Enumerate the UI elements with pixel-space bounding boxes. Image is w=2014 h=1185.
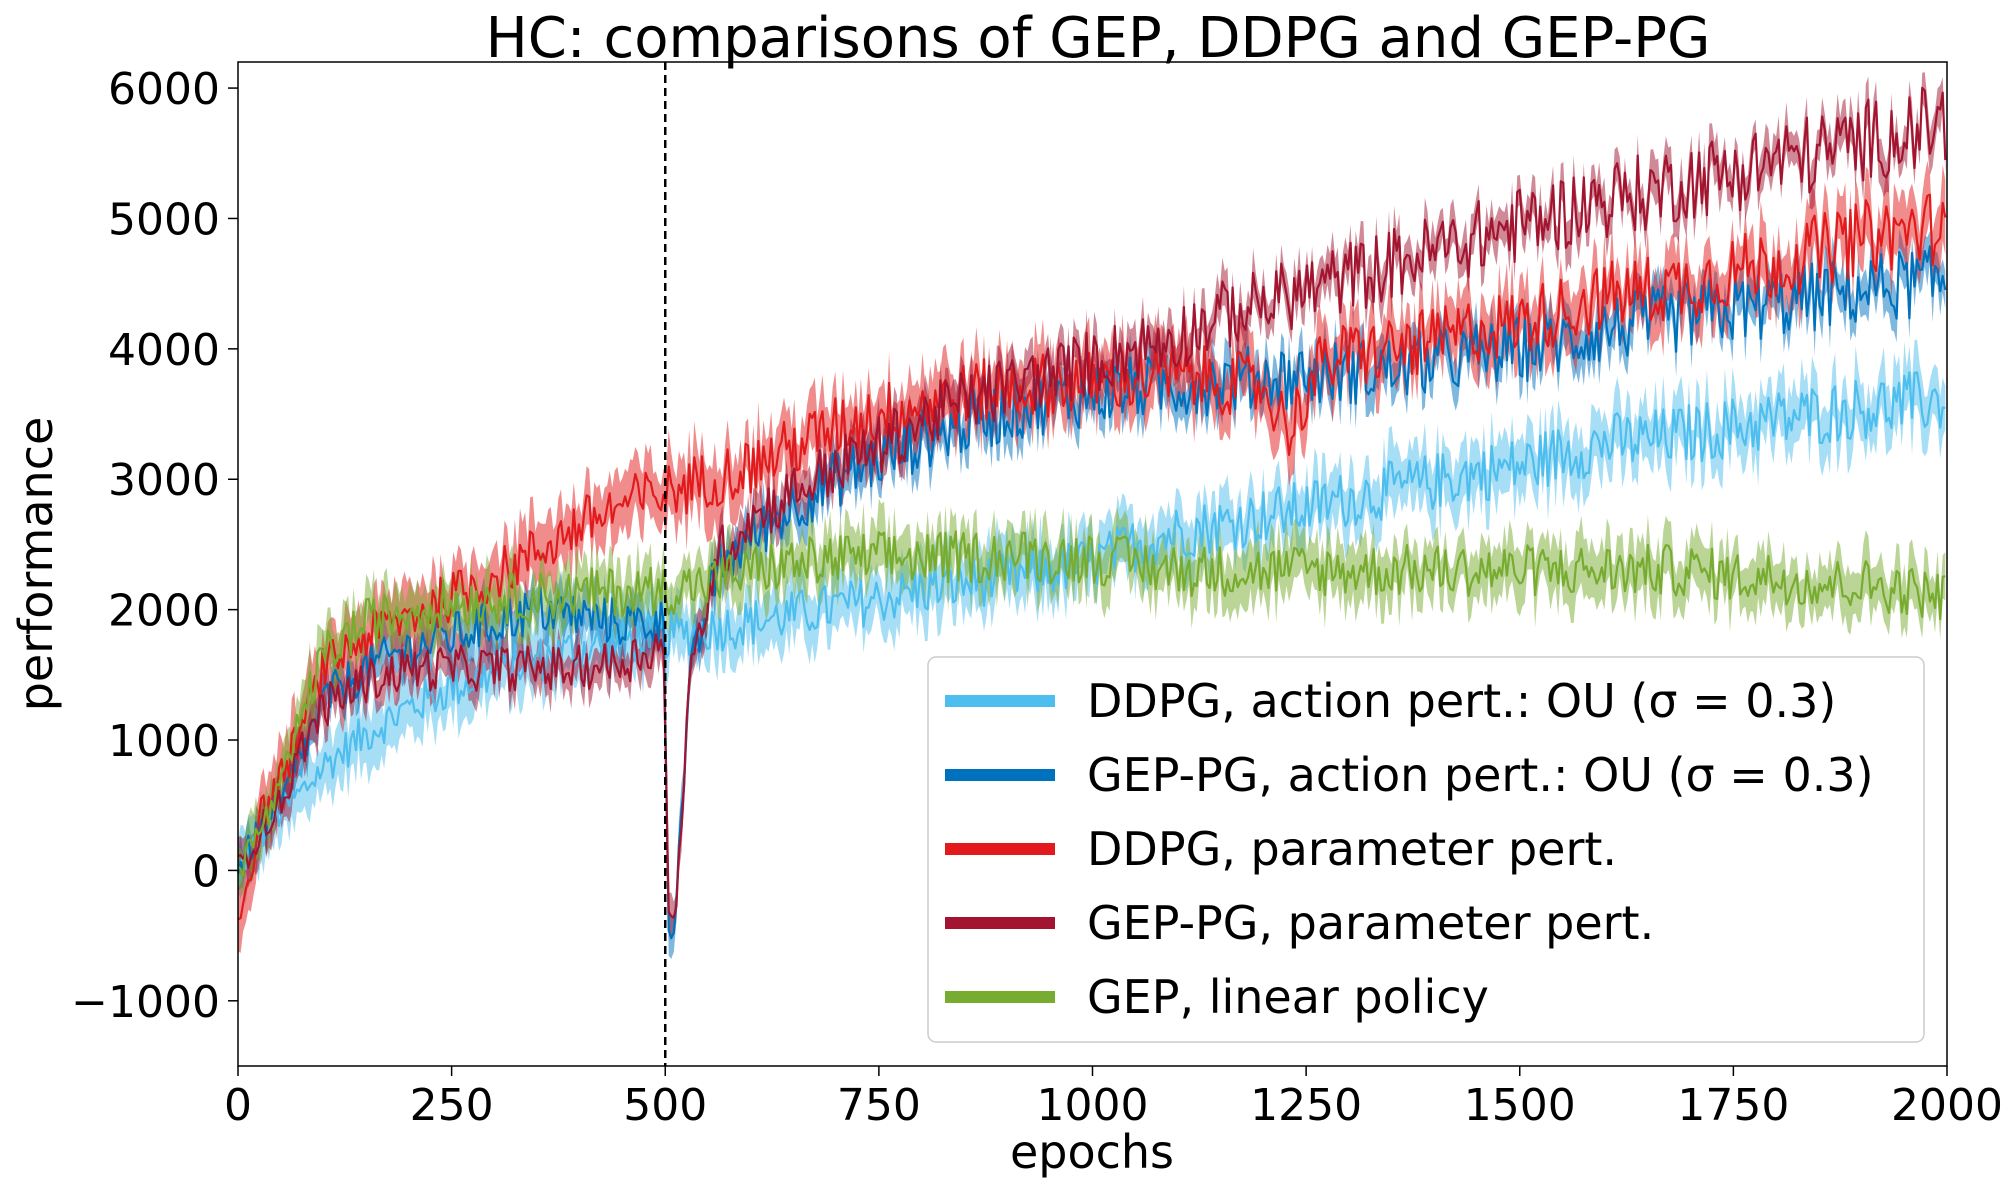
y-tick-label: 4000 (108, 325, 220, 376)
x-tick-label: 1000 (1037, 1080, 1149, 1131)
series-line-3 (237, 86, 1947, 919)
y-tick-label: 6000 (108, 64, 220, 115)
x-tick-label: 500 (623, 1080, 707, 1131)
legend-label: DDPG, parameter pert. (1087, 822, 1617, 876)
y-axis-title: performance (9, 417, 63, 712)
y-tick-label: 3000 (108, 455, 220, 506)
x-tick-label: 2000 (1891, 1080, 2003, 1131)
legend-label: GEP-PG, parameter pert. (1087, 896, 1654, 950)
series-line-4 (237, 530, 1946, 877)
legend-label: GEP-PG, action pert.: OU (σ = 0.3) (1087, 748, 1874, 802)
x-axis-title: epochs (1010, 1125, 1174, 1179)
x-tick-label: 1500 (1464, 1080, 1576, 1131)
y-axis-ticks: −1000 0 1000 2000 3000 4000 5000 6000 (71, 64, 238, 1028)
x-tick-label: 1750 (1677, 1080, 1789, 1131)
x-tick-label: 250 (410, 1080, 494, 1131)
y-tick-label: 5000 (108, 194, 220, 245)
series-band-0 (238, 339, 1946, 905)
x-tick-label: 0 (224, 1080, 252, 1131)
y-tick-label: −1000 (71, 977, 220, 1028)
legend-label: GEP, linear policy (1087, 970, 1489, 1024)
legend-entries: DDPG, action pert.: OU (σ = 0.3) GEP-PG, … (945, 674, 1874, 1024)
x-tick-label: 1250 (1250, 1080, 1362, 1131)
legend-box (927, 656, 1925, 1043)
legend-label: DDPG, action pert.: OU (σ = 0.3) (1087, 674, 1836, 728)
series-line-2 (237, 193, 1947, 921)
x-axis-ticks: 0 250 500 750 1000 1250 1500 1750 2000 (224, 1066, 2003, 1131)
y-tick-label: 0 (192, 846, 220, 897)
legend: DDPG, action pert.: OU (σ = 0.3) GEP-PG, … (927, 656, 1925, 1043)
chart-title: HC: comparisons of GEP, DDPG and GEP-PG (486, 6, 1711, 71)
x-tick-label: 750 (837, 1080, 921, 1131)
series-lines (236, 86, 1947, 940)
y-tick-label: 1000 (108, 716, 220, 767)
y-tick-label: 2000 (108, 586, 220, 637)
